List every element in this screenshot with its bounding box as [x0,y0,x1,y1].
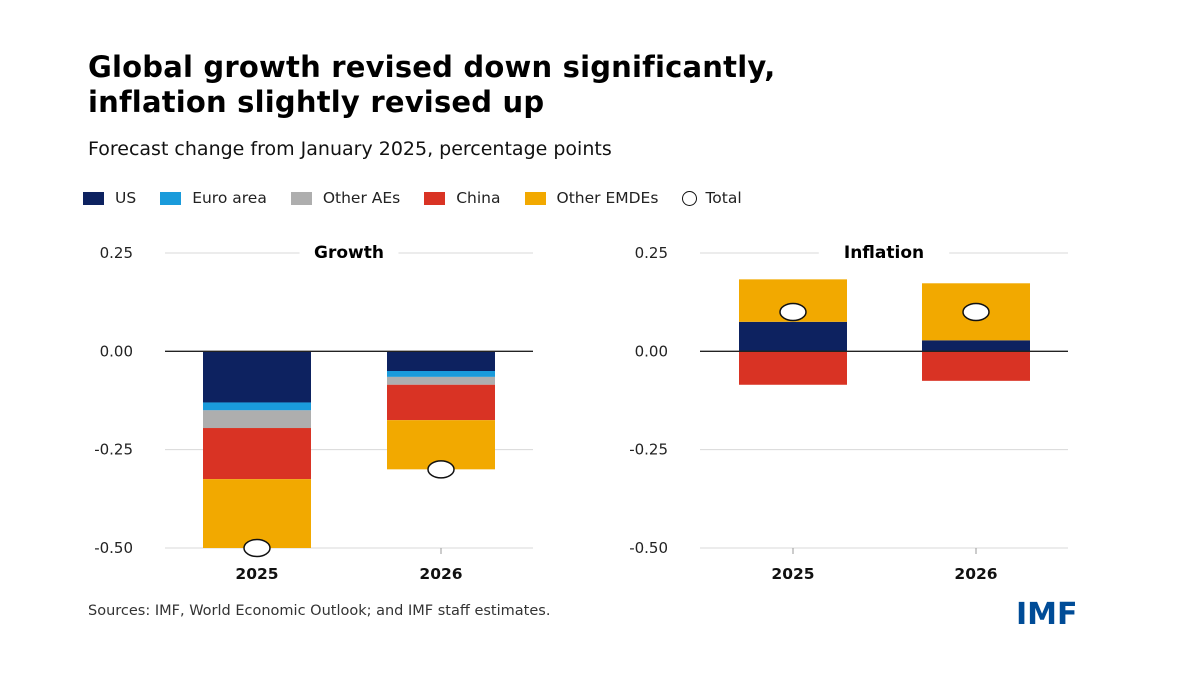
legend-label-other-emdes: Other EMDEs [556,189,659,207]
legend-swatch-other-emdes [524,191,546,205]
legend-swatch-us [83,191,104,205]
growth-panel-title: Growth [314,243,384,263]
growth-title-bg [299,239,399,265]
chart-title-line-2: inflation slightly revised up [88,85,545,119]
inflation-bar-china-2025 [739,351,847,385]
inflation-x-label-2026: 2026 [954,565,997,583]
growth-y-tick-label: 0.00 [100,342,133,360]
legend-label-china: China [456,189,501,207]
legend-swatch-other-aes [290,191,312,205]
growth-x-label-2026: 2026 [419,565,462,583]
chart-subtitle: Forecast change from January 2025, perce… [88,138,612,160]
growth-y-tick-label: -0.50 [94,539,133,557]
growth-bar-other-aes-2026 [387,376,495,385]
legend-item-us: US [83,189,136,207]
inflation-title-bg [818,239,950,265]
legend-label-other-aes: Other AEs [322,189,401,207]
inflation-panel-title: Inflation [844,243,924,263]
legend-swatch-euro-area [160,191,182,205]
legend-item-other-aes: Other AEs [290,189,401,207]
growth-y-tick-label: 0.25 [100,244,133,262]
chart-title-line-1: Global growth revised down significantly… [88,50,776,84]
growth-bar-china-2026 [387,384,495,421]
growth-bar-euro-area-2026 [387,371,495,377]
inflation-bar-us-2025 [739,321,847,352]
growth-bar-us-2025 [203,351,311,403]
legend-item-euro-area: Euro area [160,189,267,207]
legend-item-other-emdes: Other EMDEs [524,189,659,207]
legend-label-total: Total [705,189,742,207]
inflation-x-label-2025: 2025 [771,565,814,583]
growth-x-label-2025: 2025 [235,565,278,583]
growth-bar-other-emdes-2025 [203,479,311,548]
growth-bar-euro-area-2025 [203,402,311,411]
growth-bar-china-2025 [203,428,311,480]
legend-swatch-china [424,191,446,205]
growth-bar-us-2026 [387,351,495,371]
growth-total-marker-2025 [243,538,271,558]
legend: US Euro area Other AEs China Other EMDEs… [83,187,766,209]
growth-total-marker-2026 [427,460,455,479]
inflation-y-tick-label: -0.25 [629,441,668,459]
inflation-total-marker-2026 [962,302,990,322]
legend-label-euro-area: Euro area [192,189,267,207]
inflation-y-tick-label: 0.25 [635,244,668,262]
chart-title: Global growth revised down significantly… [88,50,1088,120]
imf-logo: IMF [1016,597,1078,632]
source-note: Sources: IMF, World Economic Outlook; an… [88,603,551,619]
inflation-y-tick-label: -0.50 [629,539,668,557]
legend-label-us: US [115,189,137,207]
inflation-bar-china-2026 [922,351,1030,381]
growth-y-tick-label: -0.25 [94,441,133,459]
inflation-bar-us-2026 [922,340,1030,352]
growth-bar-other-aes-2025 [203,410,311,429]
legend-item-total: Total [682,189,742,207]
legend-item-china: China [424,189,501,207]
legend-swatch-total [682,190,698,206]
inflation-total-marker-2025 [779,302,807,322]
inflation-y-tick-label: 0.00 [635,342,668,360]
